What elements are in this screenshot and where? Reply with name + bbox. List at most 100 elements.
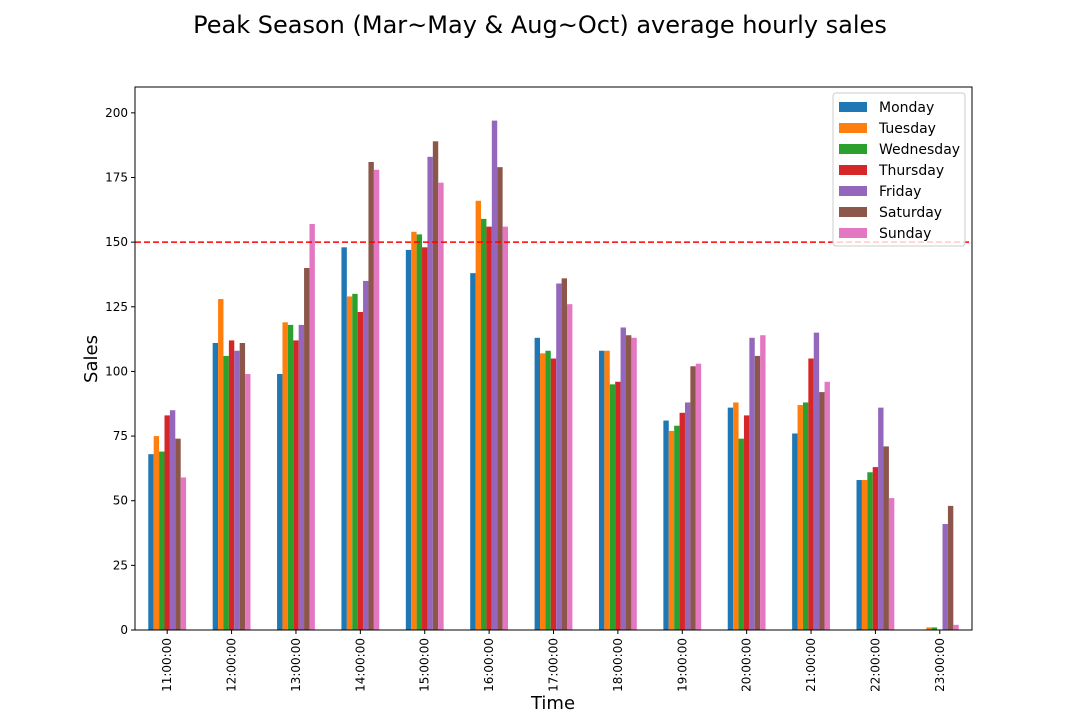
- bar-friday-6: [556, 283, 562, 630]
- y-axis: 0 25 50 75 100 125 150 175 200: [105, 106, 135, 637]
- bar-wednesday-8: [674, 425, 680, 630]
- y-tick-label: 25: [113, 558, 128, 572]
- bar-tuesday-12: [926, 627, 932, 630]
- x-tick-label: 11:00:00: [160, 638, 174, 692]
- legend-label-saturday: Saturday: [879, 205, 942, 221]
- bar-tuesday-7: [604, 350, 610, 630]
- bar-sunday-5: [502, 226, 509, 630]
- y-tick-label: 50: [113, 494, 128, 508]
- bar-wednesday-3: [352, 293, 358, 630]
- bar-saturday-8: [690, 366, 696, 630]
- y-tick-label: 0: [120, 623, 128, 637]
- bar-monday-4: [405, 249, 412, 630]
- bar-tuesday-9: [733, 402, 739, 630]
- bar-saturday-2: [304, 268, 310, 630]
- bar-wednesday-9: [738, 438, 744, 630]
- bar-saturday-0: [175, 438, 181, 630]
- x-tick-label: 14:00:00: [353, 638, 367, 692]
- bar-friday-4: [427, 156, 433, 630]
- bar-sunday-0: [180, 477, 187, 630]
- bar-wednesday-10: [802, 402, 809, 630]
- bar-wednesday-0: [159, 451, 165, 630]
- x-axis-label: Time: [530, 693, 575, 714]
- plot-frame: [134, 86, 973, 631]
- bar-wednesday-5: [481, 218, 487, 630]
- y-tick-label: 125: [105, 300, 128, 314]
- bar-thursday-0: [164, 415, 170, 630]
- x-tick-label: 23:00:00: [933, 638, 947, 692]
- bars-group: [148, 120, 959, 631]
- y-tick-label: 75: [113, 429, 128, 443]
- y-tick-label: 100: [105, 364, 128, 378]
- bar-saturday-10: [819, 392, 825, 630]
- bar-saturday-12: [947, 505, 954, 630]
- legend-label-thursday: Thursday: [878, 163, 944, 179]
- bar-sunday-10: [824, 381, 830, 630]
- bar-saturday-4: [432, 141, 439, 631]
- bar-sunday-2: [309, 224, 315, 631]
- legend-swatch-monday: [839, 102, 867, 112]
- bar-thursday-3: [357, 311, 364, 630]
- bar-tuesday-11: [861, 480, 868, 630]
- bar-monday-9: [727, 407, 734, 630]
- legend-swatch-wednesday: [839, 144, 867, 154]
- bar-wednesday-2: [287, 324, 294, 630]
- bar-wednesday-6: [545, 350, 551, 630]
- bar-saturday-3: [368, 161, 374, 631]
- bar-tuesday-8: [668, 430, 675, 630]
- bar-friday-3: [363, 280, 369, 630]
- x-tick-label: 17:00:00: [547, 638, 561, 692]
- legend-label-monday: Monday: [879, 100, 934, 116]
- bar-friday-1: [234, 350, 240, 630]
- bar-wednesday-4: [416, 234, 423, 630]
- bar-friday-8: [684, 402, 691, 630]
- bar-monday-10: [792, 433, 798, 630]
- bar-tuesday-10: [797, 405, 803, 630]
- bar-wednesday-12: [931, 627, 938, 630]
- bar-thursday-2: [293, 340, 299, 630]
- bar-friday-0: [169, 410, 176, 630]
- bar-friday-5: [491, 120, 498, 631]
- x-tick-label: 22:00:00: [868, 638, 882, 692]
- y-tick-label: 175: [105, 171, 128, 185]
- bar-tuesday-1: [218, 299, 224, 630]
- bar-sunday-7: [631, 337, 637, 630]
- bar-sunday-3: [373, 169, 380, 631]
- x-tick-label: 21:00:00: [804, 638, 818, 692]
- y-tick-label: 200: [105, 106, 128, 120]
- bar-monday-2: [277, 374, 283, 630]
- bar-monday-1: [212, 342, 219, 630]
- bar-friday-12: [942, 523, 948, 630]
- x-tick-label: 18:00:00: [611, 638, 625, 692]
- bar-friday-2: [298, 324, 305, 630]
- bar-saturday-5: [497, 167, 503, 630]
- bar-thursday-10: [808, 358, 814, 630]
- bar-tuesday-4: [411, 231, 417, 631]
- bar-thursday-8: [679, 412, 685, 630]
- y-tick-label: 150: [105, 235, 128, 249]
- bar-monday-6: [534, 337, 540, 630]
- bar-thursday-4: [422, 247, 428, 630]
- legend-label-tuesday: Tuesday: [878, 121, 936, 137]
- legend-swatch-friday: [839, 186, 867, 196]
- bar-saturday-11: [883, 446, 889, 630]
- x-tick-label: 12:00:00: [225, 638, 239, 692]
- legend: Monday Tuesday Wednesday Thursday Friday Satu…: [832, 92, 966, 247]
- bar-saturday-6: [561, 278, 567, 630]
- bar-saturday-7: [625, 335, 632, 630]
- bar-monday-7: [598, 350, 605, 630]
- legend-label-sunday: Sunday: [879, 226, 931, 242]
- x-tick-label: 15:00:00: [418, 638, 432, 692]
- bar-wednesday-1: [223, 355, 229, 630]
- x-tick-label: 20:00:00: [740, 638, 754, 692]
- y-axis-label: Sales: [81, 335, 102, 383]
- bar-tuesday-6: [540, 353, 546, 630]
- chart-title: Peak Season (Mar~May & Aug~Oct) average …: [193, 11, 887, 39]
- x-tick-label: 19:00:00: [675, 638, 689, 692]
- bar-saturday-9: [754, 355, 761, 630]
- legend-swatch-saturday: [839, 207, 867, 217]
- legend-swatch-sunday: [839, 228, 867, 238]
- bar-wednesday-11: [867, 472, 873, 630]
- bar-friday-10: [813, 332, 820, 630]
